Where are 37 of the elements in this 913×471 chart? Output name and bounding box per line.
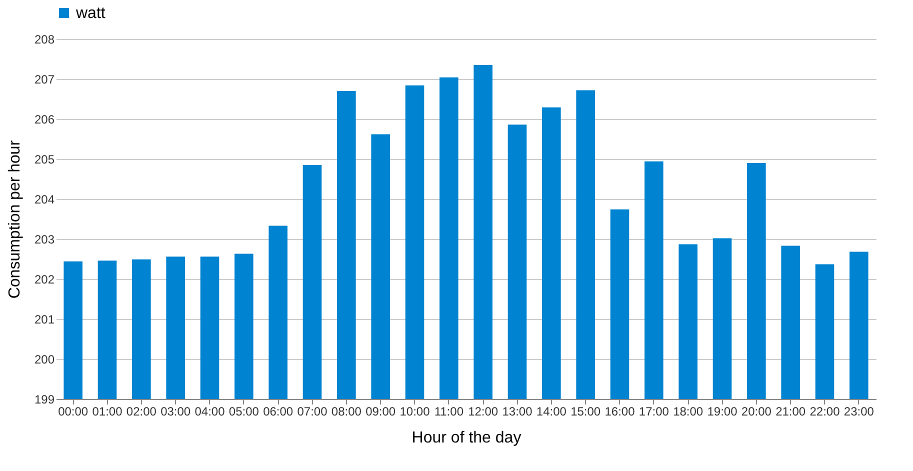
legend-label: watt [75, 5, 106, 22]
y-tick-label: 204 [34, 192, 55, 206]
y-tick-label: 199 [34, 392, 55, 406]
x-tick-label: 14:00 [536, 404, 567, 418]
y-tick-label: 203 [34, 232, 55, 246]
x-tick-label: 20:00 [741, 404, 772, 418]
y-tick-label: 205 [34, 152, 55, 166]
x-tick-label: 21:00 [776, 404, 806, 418]
x-tick-label: 19:00 [707, 404, 738, 418]
x-tick-label: 09:00 [366, 404, 396, 418]
x-tick-label: 07:00 [297, 404, 328, 418]
y-tick-label: 202 [34, 272, 55, 286]
y-tick-label: 208 [34, 32, 55, 46]
x-tick-label: 03:00 [160, 404, 191, 418]
x-tick-label: 13:00 [502, 404, 533, 418]
x-tick-label: 16:00 [604, 404, 636, 418]
x-tick-label: 15:00 [570, 404, 601, 418]
y-tick-label: 206 [34, 112, 55, 126]
x-tick-label: 23:00 [844, 404, 874, 418]
x-tick-label: 18:00 [673, 404, 704, 418]
x-tick-label: 06:00 [263, 404, 294, 418]
y-tick-label: 201 [34, 312, 55, 326]
x-tick-label: 08:00 [331, 404, 362, 418]
x-tick-label: 05:00 [228, 404, 260, 418]
x-tick-label: 02:00 [126, 404, 157, 418]
y-tick-label: 207 [34, 72, 55, 86]
x-tick-label: 00:00 [58, 404, 88, 418]
x-tick-label: 10:00 [400, 404, 430, 418]
x-tick-label: 01:00 [92, 404, 123, 418]
x-tick-label: 17:00 [638, 404, 670, 418]
x-tick-label: 12:00 [468, 404, 498, 418]
x-tick-label: 22:00 [810, 404, 840, 418]
y-tick-label: 200 [34, 352, 55, 366]
x-axis-title: Hour of the day [412, 430, 522, 446]
x-tick-label: 11:00 [434, 404, 464, 418]
x-tick-label: 04:00 [194, 404, 226, 418]
y-axis-title: Consumption per hour [6, 140, 24, 299]
